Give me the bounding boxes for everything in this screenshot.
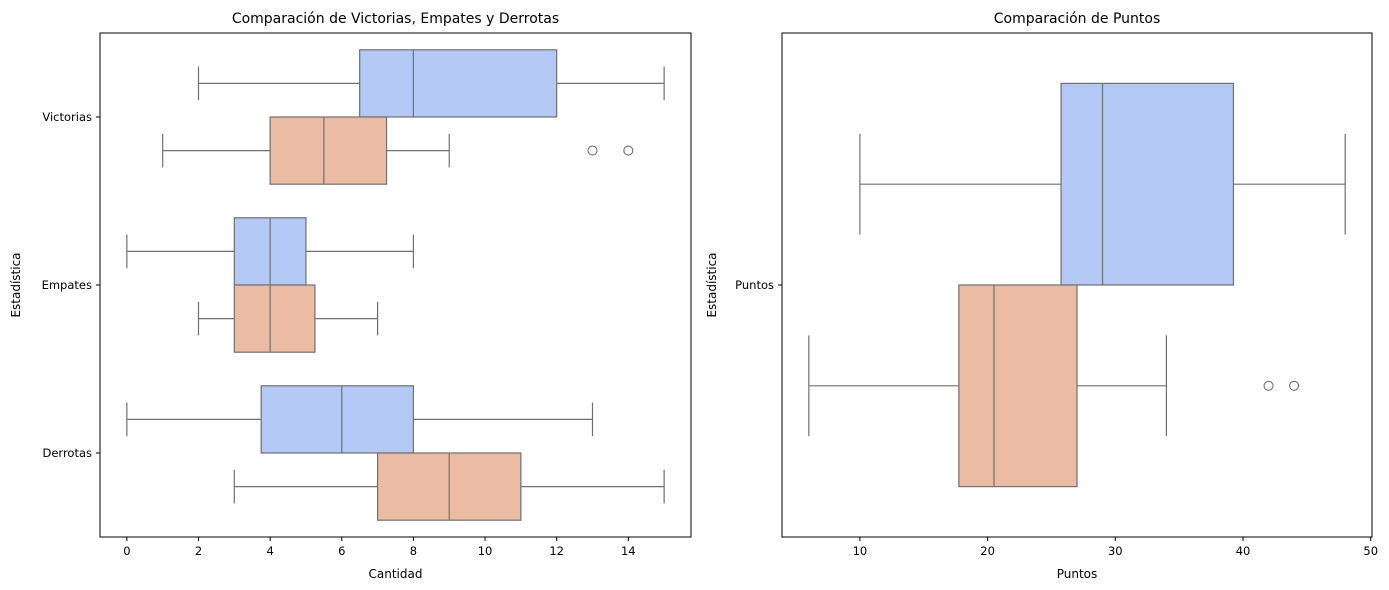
outlier-point [587, 145, 598, 156]
y-tick-label: Empates [42, 278, 92, 292]
y-axis-label: Estadística [9, 252, 23, 317]
box [958, 284, 1078, 488]
x-tick-label: 6 [338, 544, 345, 558]
x-tick-label: 50 [1363, 544, 1378, 558]
x-tick-label: 40 [1236, 544, 1251, 558]
y-tick-label: Derrotas [42, 446, 92, 460]
category-group-victorias [162, 49, 665, 185]
x-tick-label: 12 [549, 544, 564, 558]
x-axis-label: Cantidad [369, 567, 423, 581]
plot-frame [781, 32, 1373, 538]
box [233, 284, 316, 353]
x-tick-label: 30 [1108, 544, 1123, 558]
category-group-derrotas [126, 385, 665, 521]
outlier-point [1263, 380, 1274, 391]
x-tick-label: 0 [123, 544, 130, 558]
chart-victorias-empates-derrotas: Comparación de Victorias, Empates y Derr… [9, 11, 692, 581]
category-group-empates [126, 217, 415, 353]
x-tick-label: 14 [621, 544, 636, 558]
chart-puntos: Comparación de Puntos Puntos Estadística… [705, 11, 1378, 581]
chart-title: Comparación de Victorias, Empates y Derr… [232, 11, 559, 27]
x-tick-label: 10 [853, 544, 868, 558]
x-axis-label: Puntos [1057, 567, 1098, 581]
box [260, 385, 415, 454]
x-tick-label: 10 [478, 544, 493, 558]
box [359, 49, 558, 118]
chart-title: Comparación de Puntos [994, 11, 1161, 27]
y-tick-label: Puntos [735, 278, 774, 292]
outlier-point [1289, 380, 1300, 391]
y-axis-label: Estadística [705, 252, 719, 317]
x-tick-label: 8 [410, 544, 417, 558]
x-tick-label: 4 [266, 544, 273, 558]
plot-frame [99, 32, 692, 538]
box [269, 116, 388, 185]
x-tick-label: 2 [195, 544, 202, 558]
x-tick-label: 20 [980, 544, 995, 558]
outlier-point [623, 145, 634, 156]
box [1060, 82, 1235, 286]
y-tick-label: Victorias [42, 110, 92, 124]
category-group-puntos [808, 82, 1346, 488]
